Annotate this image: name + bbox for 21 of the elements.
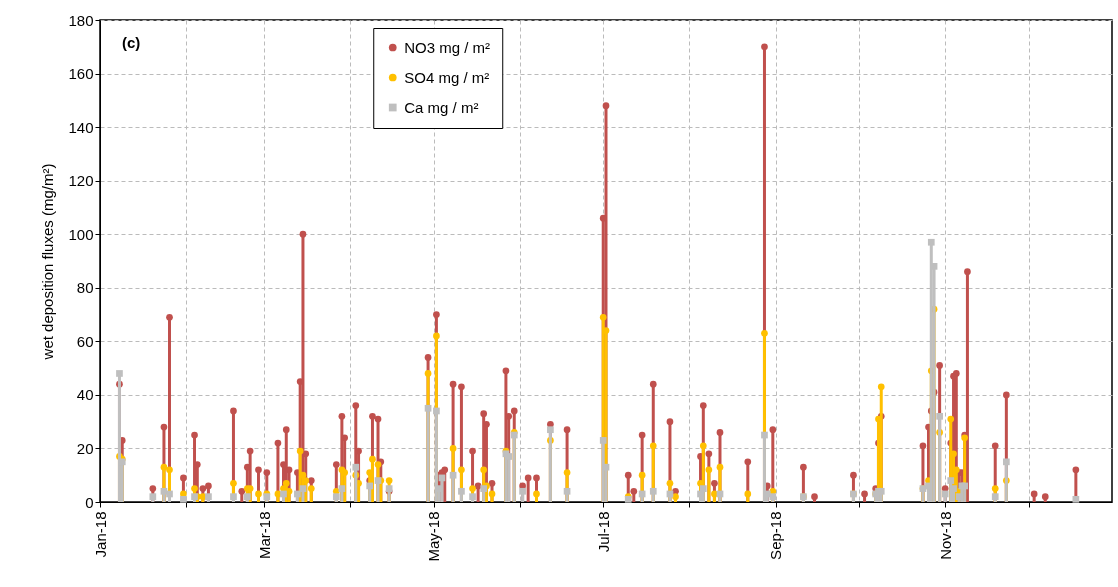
y-tick-label: 160 bbox=[68, 65, 94, 83]
annotation: (c) bbox=[122, 34, 141, 51]
x-tick-label: Jul-18 bbox=[594, 511, 612, 553]
x-tick-label: May-18 bbox=[425, 511, 443, 562]
x-tick-label: Sep-18 bbox=[767, 511, 785, 560]
legend-label: SO4 mg / m² bbox=[404, 68, 490, 86]
x-tick-label: Mar-18 bbox=[255, 511, 273, 560]
legend-label: NO3 mg / m² bbox=[404, 38, 491, 56]
y-tick-label: 100 bbox=[68, 225, 94, 243]
y-tick-label: 180 bbox=[68, 11, 94, 29]
x-tick-label: Nov-18 bbox=[936, 511, 954, 560]
legend-label: Ca mg / m² bbox=[404, 98, 479, 116]
y-tick-label: 60 bbox=[76, 332, 94, 350]
y-tick-label: 0 bbox=[85, 493, 94, 511]
y-tick-label: 80 bbox=[76, 279, 94, 297]
y-tick-label: 20 bbox=[76, 439, 94, 457]
y-tick-label: 40 bbox=[76, 386, 94, 404]
y-tick-label: 140 bbox=[68, 118, 94, 136]
y-tick-label: 120 bbox=[68, 172, 94, 190]
y-axis-title: wet deposition fluxes (mg/m²) bbox=[39, 163, 57, 361]
x-tick-label: Jan-18 bbox=[91, 511, 109, 558]
